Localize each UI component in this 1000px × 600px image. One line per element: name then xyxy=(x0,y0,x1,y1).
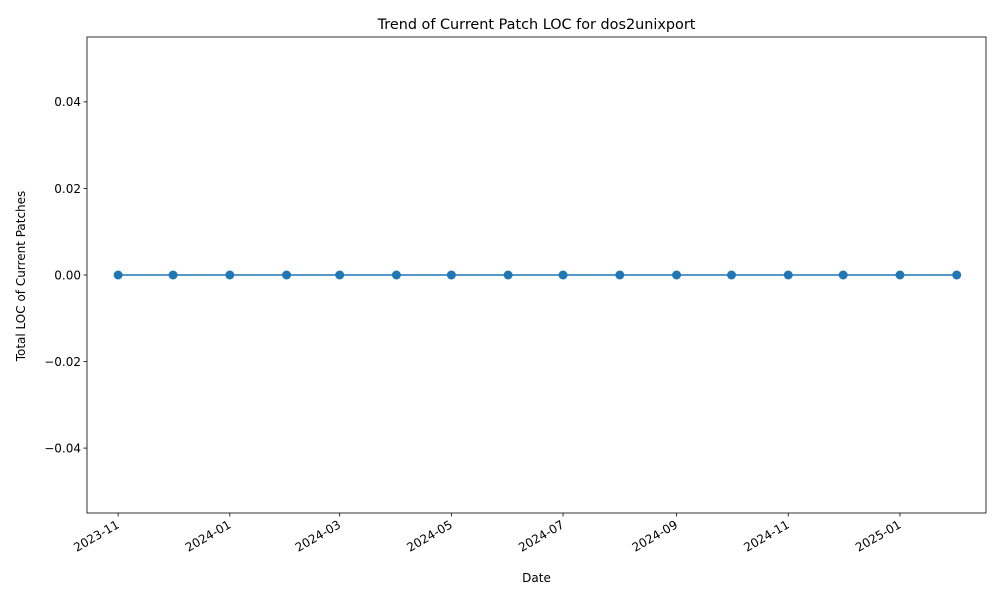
y-tick-label: 0.02 xyxy=(54,182,81,196)
y-axis-ticks: 0.04 0.02 0.00 −0.02 −0.04 xyxy=(44,95,87,455)
data-point xyxy=(168,270,178,280)
data-point xyxy=(503,270,513,280)
series-layer xyxy=(113,270,962,280)
data-point xyxy=(282,270,292,280)
y-tick-label: −0.02 xyxy=(44,355,81,369)
chart-title: Trend of Current Patch LOC for dos2unixp… xyxy=(377,17,696,33)
data-point xyxy=(225,270,235,280)
y-tick-label: 0.04 xyxy=(54,95,81,109)
y-tick-label: −0.04 xyxy=(44,441,81,455)
x-axis-title: Date xyxy=(522,571,551,585)
data-point xyxy=(895,270,905,280)
data-point xyxy=(615,270,625,280)
data-point xyxy=(726,270,736,280)
data-point xyxy=(446,270,456,280)
y-axis-title: Total LOC of Current Patches xyxy=(14,191,28,363)
data-point xyxy=(335,270,345,280)
data-point xyxy=(113,270,123,280)
data-point xyxy=(838,270,848,280)
data-point xyxy=(952,270,962,280)
y-tick-label: 0.00 xyxy=(54,268,81,282)
data-point xyxy=(558,270,568,280)
data-point xyxy=(783,270,793,280)
data-point xyxy=(672,270,682,280)
data-point xyxy=(391,270,401,280)
